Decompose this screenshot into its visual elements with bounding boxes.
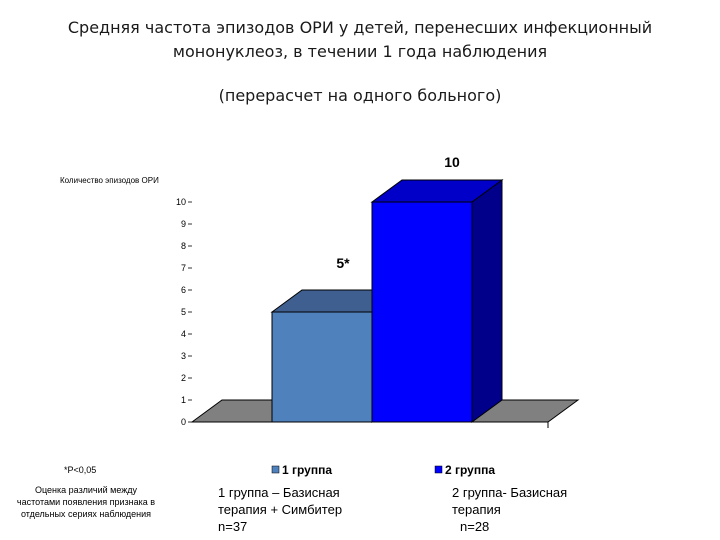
group-2-line-2: терапия <box>452 502 501 517</box>
method-note: Оценка различий между частотами появлени… <box>6 484 166 520</box>
legend-swatch <box>434 465 443 474</box>
group-1-n: n=37 <box>218 519 248 534</box>
y-tick-label: 4 <box>181 329 186 339</box>
group-1-line-1: 1 группа – Базисная <box>218 485 340 500</box>
data-label: 5* <box>336 255 350 271</box>
y-tick-label: 5 <box>181 307 186 317</box>
title-line-2: мононуклеоз, в течении 1 года наблюдения <box>172 42 548 61</box>
y-axis-label: Количество эпизодов ОРИ <box>60 176 159 185</box>
p-value-note: *P<0,05 <box>64 465 97 475</box>
chart-title: Средняя частота эпизодов ОРИ у детей, пе… <box>40 16 680 64</box>
group-2-description: 2 группа- Базисная терапия n=28 <box>452 484 567 535</box>
y-tick-label: 1 <box>181 395 186 405</box>
group-1-line-2: терапия + Симбитер <box>218 502 343 517</box>
group-1-description: 1 группа – Базисная терапия + Симбитер n… <box>218 484 342 535</box>
y-tick-label: 9 <box>181 219 186 229</box>
bar <box>371 201 473 423</box>
legend-label: 2 группа <box>445 463 495 477</box>
y-tick-label: 10 <box>176 197 186 207</box>
y-tick-label: 8 <box>181 241 186 251</box>
y-tick-label: 3 <box>181 351 186 361</box>
title-line-1: Средняя частота эпизодов ОРИ у детей, пе… <box>67 18 653 37</box>
legend-swatch <box>271 465 280 474</box>
group-2-line-1: 2 группа- Базисная <box>452 485 568 500</box>
y-tick-label: 6 <box>181 285 186 295</box>
bar-side <box>471 179 503 423</box>
y-tick-label: 0 <box>181 417 186 427</box>
data-label: 10 <box>444 154 460 170</box>
y-tick-label: 7 <box>181 263 186 273</box>
method-note-line-1: Оценка различий между <box>35 485 137 495</box>
method-note-line-3: отдельных сериях наблюдения <box>20 509 152 519</box>
group-2-n: n=28 <box>460 519 490 534</box>
chart-subtitle: (перерасчет на одного больного) <box>218 86 502 105</box>
legend-label: 1 группа <box>282 463 332 477</box>
method-note-line-2: частотами появления признака в <box>16 497 156 507</box>
bar <box>271 311 373 423</box>
y-tick-label: 2 <box>181 373 186 383</box>
